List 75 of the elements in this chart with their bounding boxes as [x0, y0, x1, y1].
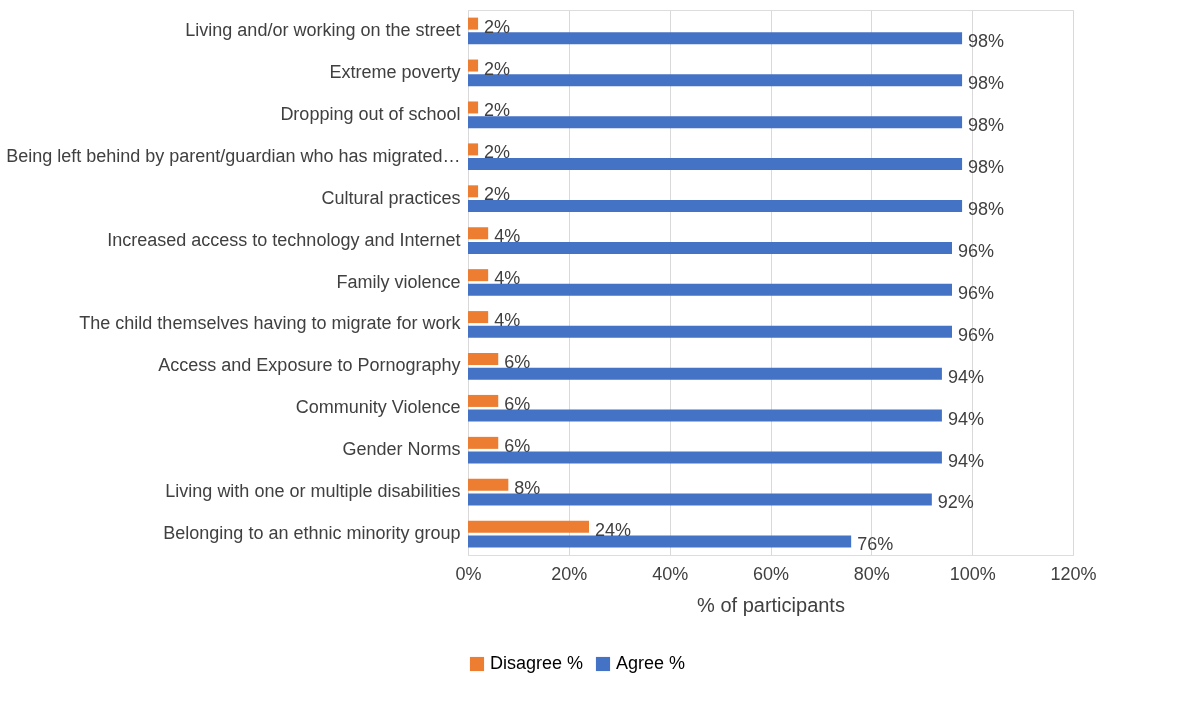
bar — [468, 116, 963, 129]
bar — [468, 283, 952, 296]
data-label: 94% — [947, 408, 984, 429]
bar — [468, 185, 479, 198]
data-label: 96% — [958, 324, 995, 345]
data-label: 96% — [958, 240, 995, 261]
bar — [468, 394, 499, 407]
bar — [468, 17, 479, 30]
data-label: 6% — [504, 393, 531, 414]
data-label: 98% — [968, 198, 1005, 219]
y-tick-label: Belonging to an ethnic minority group — [163, 523, 461, 544]
data-label: 8% — [514, 477, 541, 498]
data-label: 2% — [484, 58, 511, 79]
y-tick-label: Community Violence — [295, 397, 461, 418]
x-tick-label: 100% — [949, 563, 996, 584]
data-label: 98% — [968, 31, 1005, 52]
bar — [468, 143, 479, 156]
data-label: 98% — [968, 73, 1005, 94]
data-label: 2% — [484, 184, 511, 205]
data-label: 98% — [968, 115, 1005, 136]
bar — [468, 493, 932, 506]
bar — [468, 535, 852, 548]
data-label: 76% — [857, 534, 894, 555]
data-label: 2% — [484, 142, 511, 163]
data-label: 4% — [494, 226, 521, 247]
bar — [468, 269, 489, 282]
bar — [468, 74, 963, 87]
x-tick-label: 120% — [1050, 563, 1097, 584]
bar — [468, 59, 479, 72]
x-tick-label: 80% — [853, 563, 890, 584]
data-label: 6% — [504, 352, 531, 373]
data-label: 94% — [947, 366, 984, 387]
y-tick-label: The child themselves having to migrate for work — [79, 313, 462, 334]
x-tick-label: 20% — [551, 563, 588, 584]
y-tick-label: Extreme poverty — [329, 61, 461, 82]
bar — [468, 311, 489, 324]
legend-label: Disagree % — [490, 653, 584, 673]
bar — [468, 199, 963, 212]
bar — [468, 409, 942, 422]
bar — [468, 367, 942, 380]
y-tick-label: Living with one or multiple disabilities — [165, 481, 461, 502]
x-tick-label: 60% — [752, 563, 790, 584]
y-tick-label: Gender Norms — [342, 439, 461, 460]
y-tick-label: Cultural practices — [321, 187, 461, 208]
y-tick-label: Dropping out of school — [280, 103, 461, 124]
data-label: 4% — [494, 310, 521, 331]
bar — [468, 436, 499, 449]
y-tick-label: Access and Exposure to Pornography — [158, 355, 461, 376]
legend-label: Agree % — [616, 653, 686, 673]
data-label: 94% — [947, 450, 984, 471]
bar — [468, 158, 963, 171]
data-label: 6% — [504, 435, 531, 456]
data-label: 4% — [494, 268, 521, 289]
x-tick-label: 40% — [652, 563, 689, 584]
bar — [468, 353, 499, 366]
data-label: 98% — [968, 157, 1005, 178]
y-tick-label: Family violence — [336, 271, 461, 292]
data-label: 2% — [484, 16, 511, 37]
bar — [468, 241, 952, 254]
bar — [468, 32, 963, 45]
data-label: 24% — [595, 519, 632, 540]
bar — [468, 520, 589, 533]
bar — [468, 451, 942, 464]
data-label: 96% — [958, 282, 995, 303]
data-label: 92% — [937, 492, 974, 513]
y-tick-label: Increased access to technology and Internet — [107, 229, 461, 250]
y-tick-label: Being left behind by parent/guardian who has migrated… — [6, 145, 461, 166]
x-axis-title: % of participants — [697, 593, 845, 616]
data-label: 2% — [484, 100, 511, 121]
bar — [468, 478, 509, 491]
bar — [468, 325, 952, 338]
x-tick-label: 0% — [455, 563, 482, 584]
y-tick-label: Living and/or working on the street — [185, 19, 461, 40]
bar — [468, 227, 489, 240]
bar — [468, 101, 479, 114]
